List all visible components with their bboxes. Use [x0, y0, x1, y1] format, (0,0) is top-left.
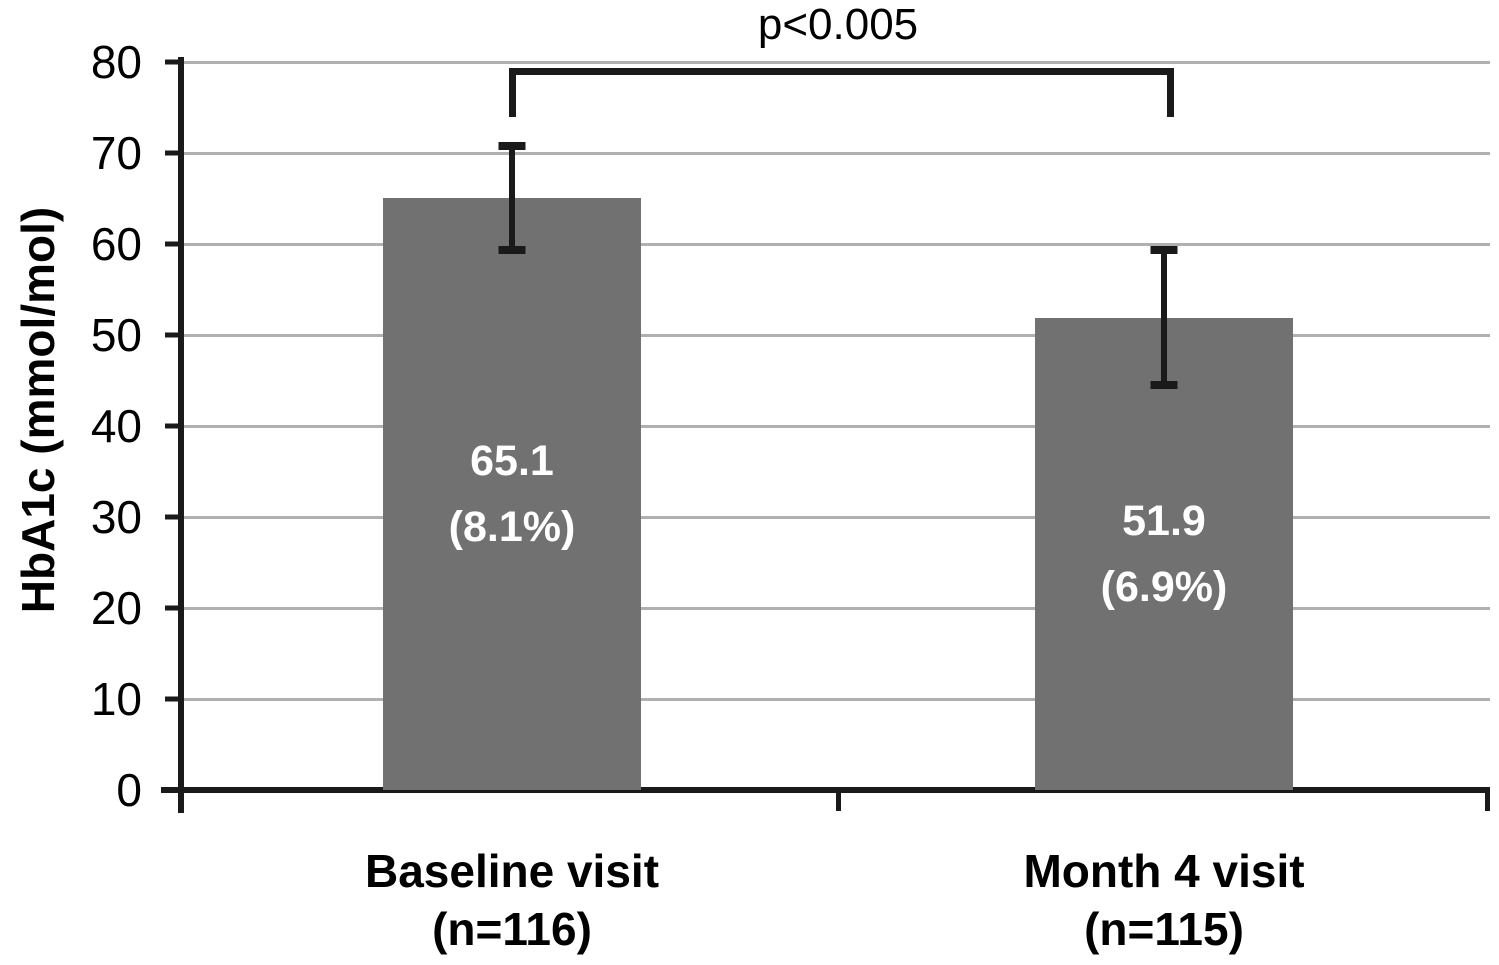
- y-tick-label-60: 60: [90, 218, 142, 270]
- gridline-40: [183, 424, 1490, 428]
- category-n: (n=115): [1084, 903, 1244, 955]
- x-category-label-baseline: Baseline visit (n=116): [365, 842, 659, 958]
- y-axis-tick-40: [165, 423, 183, 429]
- bar-value-label: 65.1: [470, 436, 554, 485]
- y-axis-line: [178, 57, 184, 813]
- significance-p-value-label: p<0.005: [757, 0, 919, 49]
- y-axis-tick-10: [165, 696, 183, 702]
- error-bar-cap-bottom: [1150, 381, 1178, 390]
- significance-bracket: [509, 68, 1174, 117]
- x-category-label-month-4: Month 4 visit (n=115): [1023, 842, 1304, 958]
- y-axis-tick-80: [165, 59, 183, 65]
- y-tick-label-40: 40: [90, 400, 142, 452]
- x-axis-tick-right: [1485, 790, 1490, 811]
- y-tick-label-0: 0: [116, 764, 142, 816]
- y-axis-tick-70: [165, 150, 183, 156]
- bar-percent-label: (8.1%): [448, 502, 576, 551]
- category-name: Baseline visit: [364, 845, 660, 897]
- category-name: Month 4 visit: [1023, 845, 1305, 897]
- gridline-30: [183, 515, 1490, 519]
- error-bar-cap-top: [498, 141, 526, 150]
- error-bar-cap-bottom: [498, 246, 526, 255]
- bar-percent-label: (6.9%): [1100, 562, 1228, 611]
- gridline-20: [183, 606, 1490, 610]
- x-axis-line: [161, 787, 1490, 793]
- y-tick-label-50: 50: [90, 309, 142, 361]
- y-tick-label-10: 10: [90, 673, 142, 725]
- y-axis-tick-30: [165, 514, 183, 520]
- error-bar-line: [509, 145, 515, 251]
- y-tick-label-70: 70: [90, 127, 142, 179]
- y-axis-tick-20: [165, 605, 183, 611]
- error-bar-line: [1161, 250, 1167, 386]
- y-tick-label-80: 80: [90, 36, 142, 88]
- gridline-50: [183, 333, 1490, 337]
- bar-month-4-visit: 51.9 (6.9%): [1035, 317, 1293, 790]
- error-bar-cap-top: [1150, 246, 1178, 255]
- gridline-80: [183, 60, 1490, 64]
- bar-value-label: 51.9: [1122, 496, 1206, 545]
- gridline-60: [183, 242, 1490, 246]
- y-axis-tick-60: [165, 241, 183, 247]
- bar-baseline-visit: 65.1 (8.1%): [383, 197, 641, 790]
- y-tick-label-30: 30: [90, 491, 142, 543]
- category-n: (n=116): [432, 903, 592, 955]
- gridline-10: [183, 697, 1490, 701]
- gridline-70: [183, 151, 1490, 155]
- x-axis-tick-middle: [836, 790, 841, 811]
- y-axis-tick-50: [165, 332, 183, 338]
- y-tick-label-20: 20: [90, 582, 142, 634]
